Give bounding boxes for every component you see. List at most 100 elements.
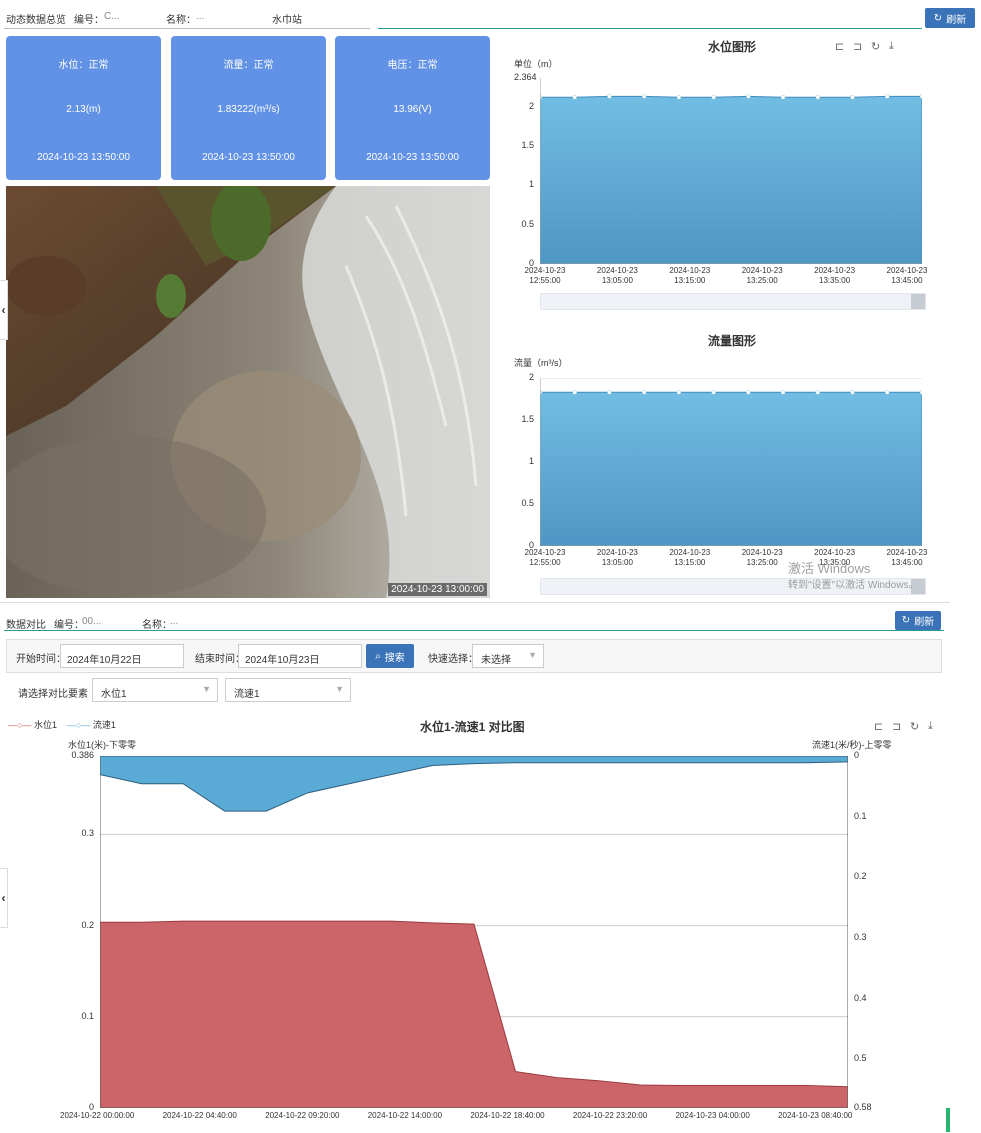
element-select-2[interactable]: 流速1 ▼: [225, 678, 351, 702]
right-tick-label: 0.58: [854, 1102, 872, 1112]
data-point[interactable]: [746, 390, 751, 395]
download-icon[interactable]: ⤓: [889, 40, 894, 52]
zoom-reset-icon[interactable]: ⊐: [853, 41, 863, 53]
water-chart-title: 水位图形: [708, 40, 757, 54]
left-tick-label: 0.1: [81, 1010, 94, 1021]
windows-watermark: 激活 Windows: [788, 561, 871, 576]
id-label: 编号：: [74, 15, 104, 26]
x-tick-label: 2024-10-22 14:00:00: [367, 1111, 443, 1120]
water-chart-ylabel: 单位（m）: [514, 59, 558, 69]
data-point[interactable]: [572, 390, 577, 395]
id-value: C...: [104, 11, 120, 22]
card-time: 2024-10-23 13:50:00: [37, 152, 130, 163]
left-tick-label: 0: [88, 1102, 94, 1112]
y-tick-label: 2: [528, 100, 534, 111]
data-point[interactable]: [815, 390, 821, 395]
end-time-input[interactable]: 2024年10月23日: [238, 644, 362, 668]
x-tick-label: 2024-10-22 09:20:00: [265, 1111, 340, 1120]
legend-item-flow[interactable]: —○— 流速1: [66, 720, 116, 730]
y-tick-label: 0.5: [521, 498, 534, 508]
water-level-series: [100, 756, 848, 812]
data-point[interactable]: [850, 94, 855, 100]
data-point[interactable]: [746, 94, 751, 99]
data-point[interactable]: [919, 94, 922, 99]
start-time-input[interactable]: 2024年10月22日: [60, 644, 184, 668]
restore-icon[interactable]: ↻: [871, 41, 881, 53]
refresh-icon: ↻: [933, 12, 943, 24]
card-status: 电压：正常: [387, 60, 438, 71]
side-collapse-button[interactable]: ‹: [0, 280, 8, 340]
search-button[interactable]: ⌕ 搜索: [366, 644, 414, 668]
data-point[interactable]: [919, 390, 922, 395]
legend-item-water[interactable]: —○— 水位1: [8, 720, 57, 730]
card-value: 1.83222(m³/s): [217, 104, 280, 115]
refresh-button[interactable]: ↻ 刷新: [925, 8, 975, 28]
compare-chart[interactable]: [100, 756, 848, 1108]
zoom-icon[interactable]: ⊏: [835, 41, 845, 53]
y-max-label: 2.364: [514, 72, 537, 82]
y-tick-label: 1.5: [521, 414, 534, 424]
flow-chart-title: 流量图形: [708, 334, 757, 348]
right-tick-label: 0: [854, 750, 860, 760]
chart-legend: —○— 水位1 —○— 流速1: [8, 718, 116, 731]
water-zoom-slider[interactable]: [540, 293, 926, 310]
element-select-1[interactable]: 水位1 ▼: [92, 678, 218, 702]
scroll-indicator[interactable]: [946, 1108, 950, 1132]
right-tick-label: 0.3: [854, 932, 867, 943]
x-tick-label: 2024-10-22 00:00:00: [60, 1111, 135, 1120]
x-tick-label: 2024-10-23 13:15:00: [669, 548, 711, 567]
data-point[interactable]: [780, 94, 786, 100]
y-tick-label: 0: [528, 258, 534, 268]
x-tick-label: 2024-10-22 18:40:00: [470, 1111, 545, 1120]
data-point[interactable]: [676, 390, 682, 395]
data-point[interactable]: [607, 94, 612, 99]
card-value: 2.13(m): [66, 104, 101, 115]
right-tick-label: 0.4: [854, 992, 867, 1003]
data-point[interactable]: [885, 390, 890, 395]
x-tick-label: 2024-10-23 13:25:00: [741, 266, 783, 285]
data-point[interactable]: [815, 94, 821, 100]
name-value: ...: [170, 616, 179, 627]
water-level-card: 水位：正常 2.13(m) 2024-10-23 13:50:00: [6, 36, 161, 180]
x-tick-label: 2024-10-23 13:15:00: [669, 266, 711, 285]
left-tick-label: 0.2: [81, 919, 94, 930]
right-axis-label: 流速1(米/秒)-上零零: [812, 740, 892, 750]
data-point[interactable]: [780, 390, 786, 395]
card-status: 流量：正常: [223, 60, 274, 71]
card-status: 水位：正常: [58, 60, 109, 71]
area-series: [540, 391, 922, 546]
x-tick-label: 2024-10-23 13:25:00: [741, 548, 783, 567]
compare-refresh-button[interactable]: ↻ 刷新: [895, 611, 941, 630]
flow-chart[interactable]: [540, 378, 922, 546]
data-point[interactable]: [572, 94, 577, 100]
zoom-icon[interactable]: ⊏: [874, 721, 884, 733]
y-tick-label: 2: [528, 372, 534, 382]
zoom-reset-icon[interactable]: ⊐: [892, 721, 902, 733]
data-point[interactable]: [885, 94, 890, 99]
chevron-down-icon: ▼: [528, 650, 537, 660]
search-icon: ⌕: [375, 650, 381, 662]
restore-icon[interactable]: ↻: [910, 721, 920, 733]
flow-zoom-slider[interactable]: [540, 578, 926, 595]
data-point[interactable]: [607, 390, 612, 395]
quick-select[interactable]: 未选择 ▼: [472, 644, 544, 668]
data-point[interactable]: [711, 390, 716, 395]
y-tick-label: 1: [528, 179, 534, 190]
side-collapse-button-2[interactable]: ‹: [0, 868, 8, 928]
data-point[interactable]: [850, 390, 855, 395]
flow-card: 流量：正常 1.83222(m³/s) 2024-10-23 13:50:00: [171, 36, 326, 180]
data-point[interactable]: [711, 94, 716, 100]
name-label: 名称：: [166, 15, 196, 26]
camera-feed[interactable]: 2024-10-23 13:00:00: [6, 186, 490, 598]
x-tick-label: 2024-10-23 13:05:00: [596, 266, 638, 285]
data-point[interactable]: [676, 94, 682, 100]
data-point[interactable]: [641, 390, 647, 395]
x-tick-label: 2024-10-23 13:05:00: [596, 548, 638, 567]
download-icon[interactable]: ⤓: [928, 720, 933, 732]
video-timestamp: 2024-10-23 13:00:00: [388, 583, 487, 596]
data-point[interactable]: [641, 94, 647, 99]
water-level-chart[interactable]: [540, 78, 922, 264]
x-tick-label: 2024-10-23 04:00:00: [675, 1111, 750, 1120]
name-label: 名称：: [142, 620, 172, 631]
x-tick-label: 2024-10-23 13:45:00: [886, 548, 928, 567]
